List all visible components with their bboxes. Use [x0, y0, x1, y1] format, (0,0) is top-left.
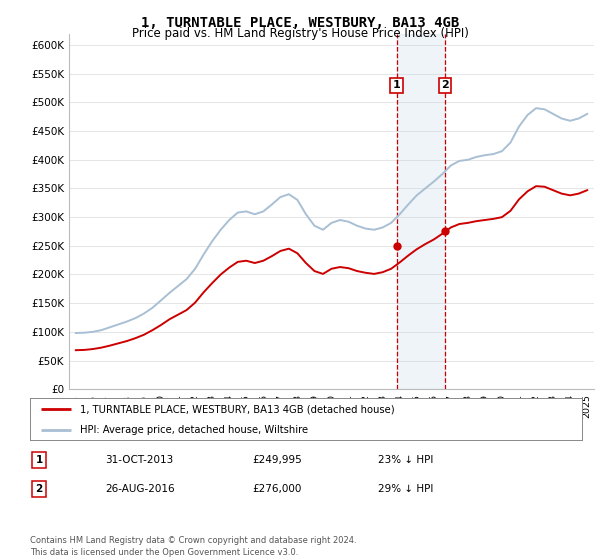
Text: 2: 2	[35, 484, 43, 494]
Text: HPI: Average price, detached house, Wiltshire: HPI: Average price, detached house, Wilt…	[80, 426, 308, 435]
Text: 1, TURNTABLE PLACE, WESTBURY, BA13 4GB: 1, TURNTABLE PLACE, WESTBURY, BA13 4GB	[141, 16, 459, 30]
Text: Price paid vs. HM Land Registry's House Price Index (HPI): Price paid vs. HM Land Registry's House …	[131, 27, 469, 40]
Text: 1, TURNTABLE PLACE, WESTBURY, BA13 4GB (detached house): 1, TURNTABLE PLACE, WESTBURY, BA13 4GB (…	[80, 404, 394, 414]
Text: 26-AUG-2016: 26-AUG-2016	[105, 484, 175, 494]
Text: £276,000: £276,000	[252, 484, 301, 494]
Text: 2: 2	[441, 80, 449, 90]
Text: 1: 1	[393, 80, 401, 90]
Text: 29% ↓ HPI: 29% ↓ HPI	[378, 484, 433, 494]
Text: £249,995: £249,995	[252, 455, 302, 465]
Text: 1: 1	[35, 455, 43, 465]
Text: 23% ↓ HPI: 23% ↓ HPI	[378, 455, 433, 465]
Text: 31-OCT-2013: 31-OCT-2013	[105, 455, 173, 465]
Text: Contains HM Land Registry data © Crown copyright and database right 2024.
This d: Contains HM Land Registry data © Crown c…	[30, 536, 356, 557]
Bar	[397, 34, 445, 389]
